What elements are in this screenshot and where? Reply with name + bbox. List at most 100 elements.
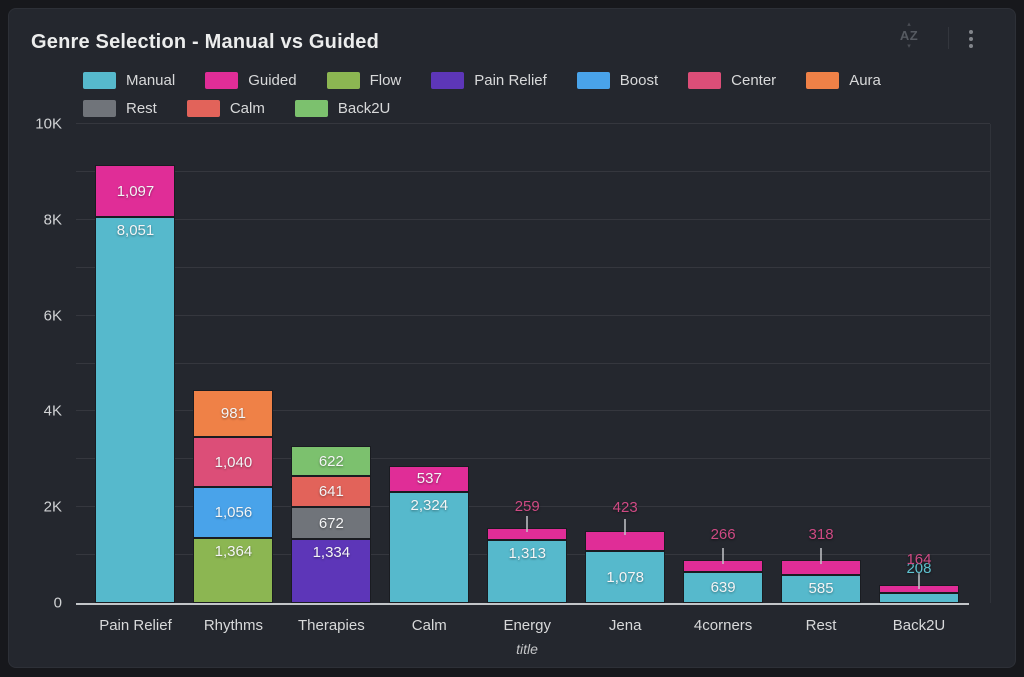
legend-swatch: [576, 71, 610, 89]
legend-label: Guided: [248, 71, 297, 89]
sort-az-icon[interactable]: ▴ AZ ▾: [895, 21, 923, 50]
segment-guided[interactable]: 537: [389, 465, 470, 492]
x-axis-label-rest: Rest: [805, 617, 837, 634]
value-label: 2,324: [410, 496, 449, 514]
legend-item-pain-relief[interactable]: Pain Relief: [431, 71, 547, 89]
value-label: 1,078: [606, 568, 644, 586]
value-label: 537: [416, 470, 442, 488]
value-label: 1,313: [508, 545, 546, 563]
gridline: [76, 458, 990, 460]
bar-4corners[interactable]: 639 266: [683, 526, 764, 603]
chart-panel: Genre Selection - Manual vs Guided ▴ AZ …: [8, 8, 1016, 668]
legend-swatch: [83, 99, 116, 117]
gridline: [76, 266, 990, 268]
legend-swatch: [294, 99, 328, 117]
segment-manual[interactable]: 1,313: [487, 540, 568, 603]
header-divider: [948, 27, 949, 49]
segment-manual[interactable]: 1,078: [585, 551, 666, 603]
plot-area: 0 2K 4K 6K 8K 10K 8,051 1,097 1,364 1,056 1,040 981…: [35, 116, 991, 612]
segment-manual[interactable]: [878, 593, 959, 603]
value-label: 981: [220, 405, 246, 423]
segment-back2u[interactable]: 622: [291, 446, 372, 477]
legend-swatch: [326, 71, 360, 89]
legend-swatch: [431, 71, 465, 89]
gridline: [76, 362, 990, 364]
outside-value-label: 208: [906, 560, 932, 578]
y-tick-label: 2K: [43, 498, 62, 516]
bar-therapies[interactable]: 1,334 672 641 622: [291, 446, 372, 603]
legend-item-flow[interactable]: Flow: [326, 71, 402, 89]
panel-menu-icon[interactable]: [963, 28, 979, 50]
legend-label: Back2U: [337, 99, 391, 117]
segment-center[interactable]: 1,040: [193, 437, 274, 488]
bar-back2u[interactable]: 208 164: [878, 551, 959, 603]
legend-item-calm[interactable]: Calm: [186, 99, 265, 117]
legend-label: Center: [731, 71, 777, 89]
legend-label: Manual: [126, 71, 176, 89]
gridline: [76, 170, 990, 172]
gridline: [76, 218, 990, 220]
bar-pain-relief[interactable]: 8,051 1,097: [95, 164, 176, 603]
value-label: 672: [318, 514, 344, 532]
legend-item-center[interactable]: Center: [688, 71, 776, 89]
segment-flow[interactable]: 1,364: [193, 537, 274, 603]
legend-label: Rest: [126, 99, 157, 117]
bar-energy[interactable]: 1,313 259: [487, 498, 568, 603]
legend-label: Boost: [619, 71, 659, 89]
value-label: 1,056: [214, 503, 253, 521]
segment-rest[interactable]: 672: [291, 506, 372, 540]
value-label: 1,364: [214, 542, 253, 560]
y-tick-label: 4K: [43, 402, 62, 420]
legend-item-guided[interactable]: Guided: [205, 71, 297, 89]
value-label: 1,040: [214, 453, 253, 471]
segment-guided[interactable]: 1,097: [95, 164, 176, 218]
value-label: 1,334: [312, 544, 351, 562]
legend-item-manual[interactable]: Manual: [83, 71, 175, 89]
legend-swatch: [83, 71, 116, 89]
label-connector: [526, 515, 529, 532]
legend-label: Aura: [849, 71, 881, 89]
panel-title: Genre Selection - Manual vs Guided: [31, 31, 379, 53]
sort-caret-down-icon: ▾: [907, 43, 911, 50]
x-axis-label-4corners: 4corners: [693, 617, 753, 634]
legend-swatch: [688, 71, 722, 89]
bar-jena[interactable]: 1,078 423: [585, 499, 666, 603]
bar-rhythms[interactable]: 1,364 1,056 1,040 981: [193, 390, 274, 603]
segment-aura[interactable]: 981: [193, 390, 274, 438]
outside-value-label: 423: [612, 499, 638, 517]
label-connector: [917, 573, 920, 590]
legend-swatch: [186, 99, 220, 117]
x-axis-label-therapies: Therapies: [297, 617, 365, 634]
y-tick-label: 8K: [43, 211, 62, 229]
x-axis-label-rhythms: Rhythms: [203, 617, 263, 634]
bar-calm[interactable]: 2,324 537: [389, 465, 470, 603]
legend-item-back2u[interactable]: Back2U: [294, 99, 391, 117]
segment-manual[interactable]: 639: [683, 572, 764, 603]
segment-manual[interactable]: 585: [781, 574, 862, 603]
legend-item-aura[interactable]: Aura: [806, 71, 881, 89]
legend-item-boost[interactable]: Boost: [576, 71, 659, 89]
sort-az-label: AZ: [899, 28, 919, 43]
bar-rest[interactable]: 585 318: [781, 526, 862, 603]
gridline: [76, 314, 990, 316]
legend-item-rest[interactable]: Rest: [83, 99, 157, 117]
sort-caret-up-icon: ▴: [907, 21, 911, 28]
legend-label: Calm: [229, 99, 265, 117]
segment-calm[interactable]: 641: [291, 476, 372, 507]
x-axis-label-jena: Jena: [608, 617, 642, 634]
value-label: 1,097: [116, 182, 155, 200]
x-axis-label-energy: Energy: [503, 617, 551, 634]
x-axis-label-back2u: Back2U: [892, 617, 946, 634]
legend-label: Flow: [369, 71, 402, 89]
segment-boost[interactable]: 1,056: [193, 487, 274, 538]
segment-manual[interactable]: 8,051: [95, 217, 176, 603]
label-connector: [820, 547, 823, 564]
legend-label: Pain Relief: [474, 71, 547, 89]
x-axis-label-pain-relief: Pain Relief: [99, 617, 172, 634]
segment-pain-relief[interactable]: 1,334: [291, 539, 372, 603]
segment-manual[interactable]: 2,324: [389, 491, 470, 603]
gridline: [76, 506, 990, 508]
gridline: [76, 123, 990, 124]
value-label: 639: [710, 579, 736, 597]
value-label: 641: [318, 483, 344, 501]
